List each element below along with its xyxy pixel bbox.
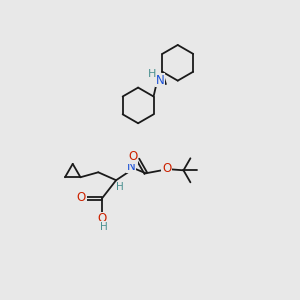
Text: N: N xyxy=(127,160,135,173)
Text: O: O xyxy=(162,162,171,175)
Text: H: H xyxy=(100,222,108,232)
Text: N: N xyxy=(155,74,164,87)
Text: H: H xyxy=(127,153,135,164)
Text: O: O xyxy=(128,150,138,163)
Text: O: O xyxy=(98,212,107,225)
Text: H: H xyxy=(148,69,156,79)
Text: O: O xyxy=(77,190,86,204)
Text: H: H xyxy=(116,182,124,192)
